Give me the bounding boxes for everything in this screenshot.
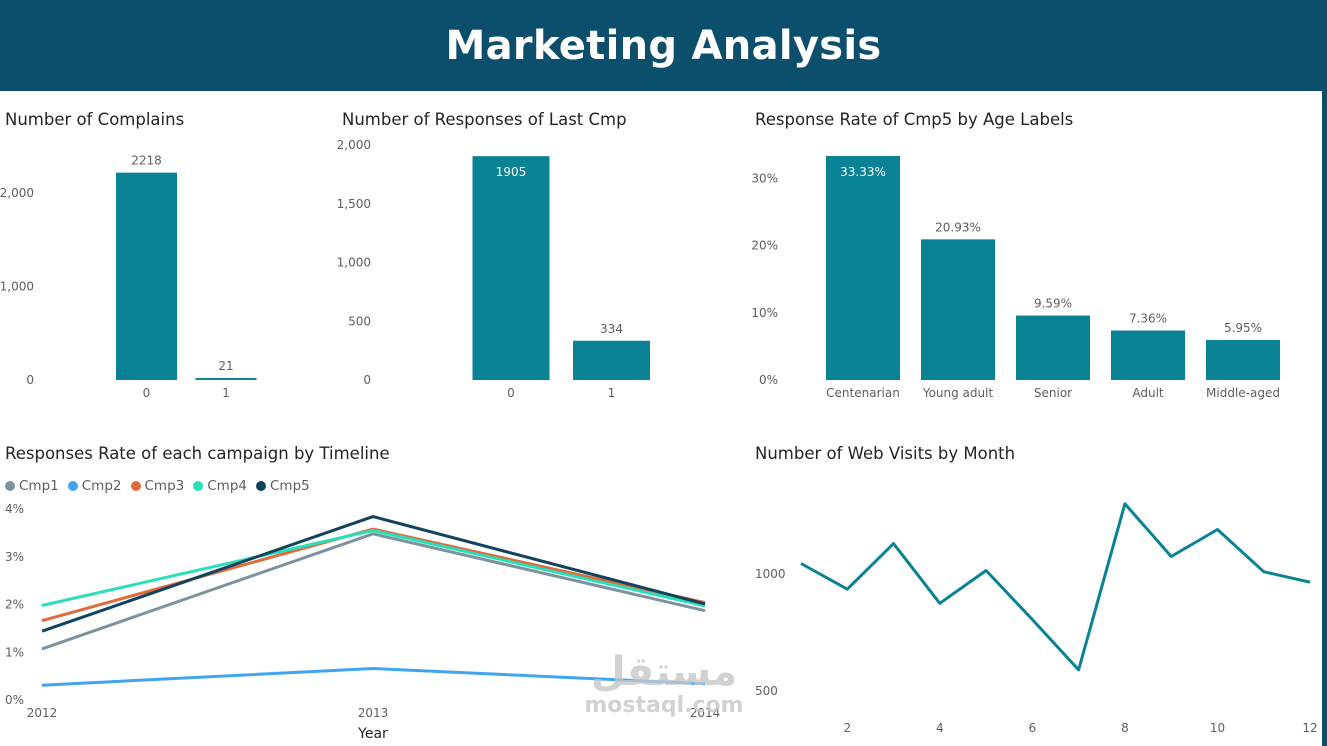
bar-centenarian xyxy=(826,156,900,380)
watermark-arabic: مستقل xyxy=(590,649,738,695)
y-tick-label: 0 xyxy=(363,373,371,387)
bar-young-adult xyxy=(921,239,995,380)
legend-item-cmp1[interactable]: Cmp1 xyxy=(5,478,59,494)
x-tick-label: 8 xyxy=(1121,721,1129,735)
data-label: 21 xyxy=(218,359,233,373)
right-edge-bar xyxy=(1322,91,1327,746)
y-tick-label: 1,000 xyxy=(0,280,34,294)
series-line-cmp4 xyxy=(41,529,706,608)
series-line-cmp5 xyxy=(41,515,706,633)
x-tick-label: 0 xyxy=(143,386,151,400)
webvisits-chart-title: Number of Web Visits by Month xyxy=(755,444,1016,463)
age-bar-chart: 0% 10% 20% 30% 33.33% Centenarian 20.93% Young … xyxy=(751,156,1280,400)
x-tick-label: 2 xyxy=(843,721,851,735)
dashboard-header: Marketing Analysis xyxy=(0,0,1327,91)
legend-dot-icon xyxy=(67,481,78,491)
legend-dot-icon xyxy=(193,481,204,491)
complains-bar-chart: 0 1,000 2,000 2218 0 21 1 xyxy=(0,154,257,400)
x-tick-label: 2014 xyxy=(690,706,721,720)
data-label: 33.33% xyxy=(840,165,886,179)
legend-item-cmp3[interactable]: Cmp3 xyxy=(130,478,185,494)
data-label: 9.59% xyxy=(1034,297,1072,311)
bar-1 xyxy=(195,378,257,380)
x-tick-label: 1 xyxy=(608,386,616,400)
web-visits-line xyxy=(800,502,1311,672)
legend-dot-icon xyxy=(130,481,141,491)
legend-label: Cmp4 xyxy=(207,478,247,494)
x-axis-title: Year xyxy=(357,726,388,742)
y-tick-label: 1000 xyxy=(755,567,786,581)
data-label: 20.93% xyxy=(935,220,981,234)
y-tick-label: 500 xyxy=(348,314,371,328)
complains-chart-title: Number of Complains xyxy=(5,110,185,129)
data-label: 1905 xyxy=(496,165,527,179)
bar-senior xyxy=(1016,315,1090,380)
y-tick-label: 2,000 xyxy=(337,138,371,152)
data-label: 7.36% xyxy=(1129,312,1167,326)
x-tick-label: 12 xyxy=(1302,721,1317,735)
x-tick-label: Adult xyxy=(1132,386,1164,400)
y-tick-label: 500 xyxy=(755,684,778,698)
legend-label: Cmp2 xyxy=(81,478,122,494)
y-tick-label: 10% xyxy=(751,306,778,320)
legend-dot-icon xyxy=(5,481,15,491)
x-tick-label: 10 xyxy=(1210,721,1225,735)
y-tick-label: 1,500 xyxy=(337,197,371,211)
x-tick-label: 0 xyxy=(507,386,515,400)
series-line-cmp2 xyxy=(41,667,706,687)
legend-item-cmp4[interactable]: Cmp4 xyxy=(193,478,247,494)
x-tick-label: Middle-aged xyxy=(1206,386,1280,400)
y-tick-label: 0% xyxy=(5,693,24,707)
x-tick-label: 4 xyxy=(936,721,944,735)
x-tick-label: 6 xyxy=(1029,721,1037,735)
watermark-latin: mostaql.com xyxy=(584,693,744,718)
y-tick-label: 4% xyxy=(5,502,24,516)
responses-chart-title: Number of Responses of Last Cmp xyxy=(342,110,627,129)
timeline-line-chart: 0% 1% 2% 3% 4% 2012 2013 2014 Year xyxy=(5,502,721,742)
y-tick-label: 1% xyxy=(5,645,24,659)
y-tick-label: 3% xyxy=(5,550,24,564)
legend-label: Cmp5 xyxy=(270,478,310,494)
data-label: 5.95% xyxy=(1224,321,1262,335)
y-tick-label: 1,000 xyxy=(337,256,371,270)
y-tick-label: 2,000 xyxy=(0,186,34,200)
legend-label: Cmp3 xyxy=(144,478,185,494)
watermark-logo: مستقل mostaql.com xyxy=(584,650,744,718)
x-tick-label: Centenarian xyxy=(826,386,900,400)
bar-1 xyxy=(573,340,650,380)
x-tick-label: 2013 xyxy=(358,706,389,720)
timeline-chart-title: Responses Rate of each campaign by Timel… xyxy=(5,444,390,463)
age-chart-title: Response Rate of Cmp5 by Age Labels xyxy=(755,110,1074,129)
bar-middle-aged xyxy=(1206,340,1280,380)
bar-0 xyxy=(472,156,550,380)
x-tick-label: 2012 xyxy=(27,706,58,720)
data-label: 2218 xyxy=(131,154,162,168)
timeline-legend: Cmp1 Cmp2 Cmp3 Cmp4 Cmp5 xyxy=(5,478,310,494)
bar-adult xyxy=(1111,330,1185,380)
legend-label: Cmp1 xyxy=(19,478,59,494)
x-tick-label: Young adult xyxy=(922,386,994,400)
y-tick-label: 30% xyxy=(751,171,778,185)
legend-dot-icon xyxy=(256,481,266,491)
y-tick-label: 0 xyxy=(26,373,34,387)
responses-bar-chart: 0 500 1,000 1,500 2,000 1905 0 334 1 xyxy=(337,138,650,400)
x-tick-label: 1 xyxy=(222,386,230,400)
series-line-cmp1 xyxy=(41,532,706,651)
dashboard-title: Marketing Analysis xyxy=(445,22,882,69)
y-tick-label: 20% xyxy=(751,239,778,253)
y-tick-label: 0% xyxy=(759,373,778,387)
y-tick-label: 2% xyxy=(5,598,24,612)
legend-item-cmp2[interactable]: Cmp2 xyxy=(67,478,122,494)
bar-0 xyxy=(116,172,177,380)
legend-item-cmp5[interactable]: Cmp5 xyxy=(256,478,310,494)
data-label: 334 xyxy=(600,322,623,336)
x-tick-label: Senior xyxy=(1034,386,1072,400)
